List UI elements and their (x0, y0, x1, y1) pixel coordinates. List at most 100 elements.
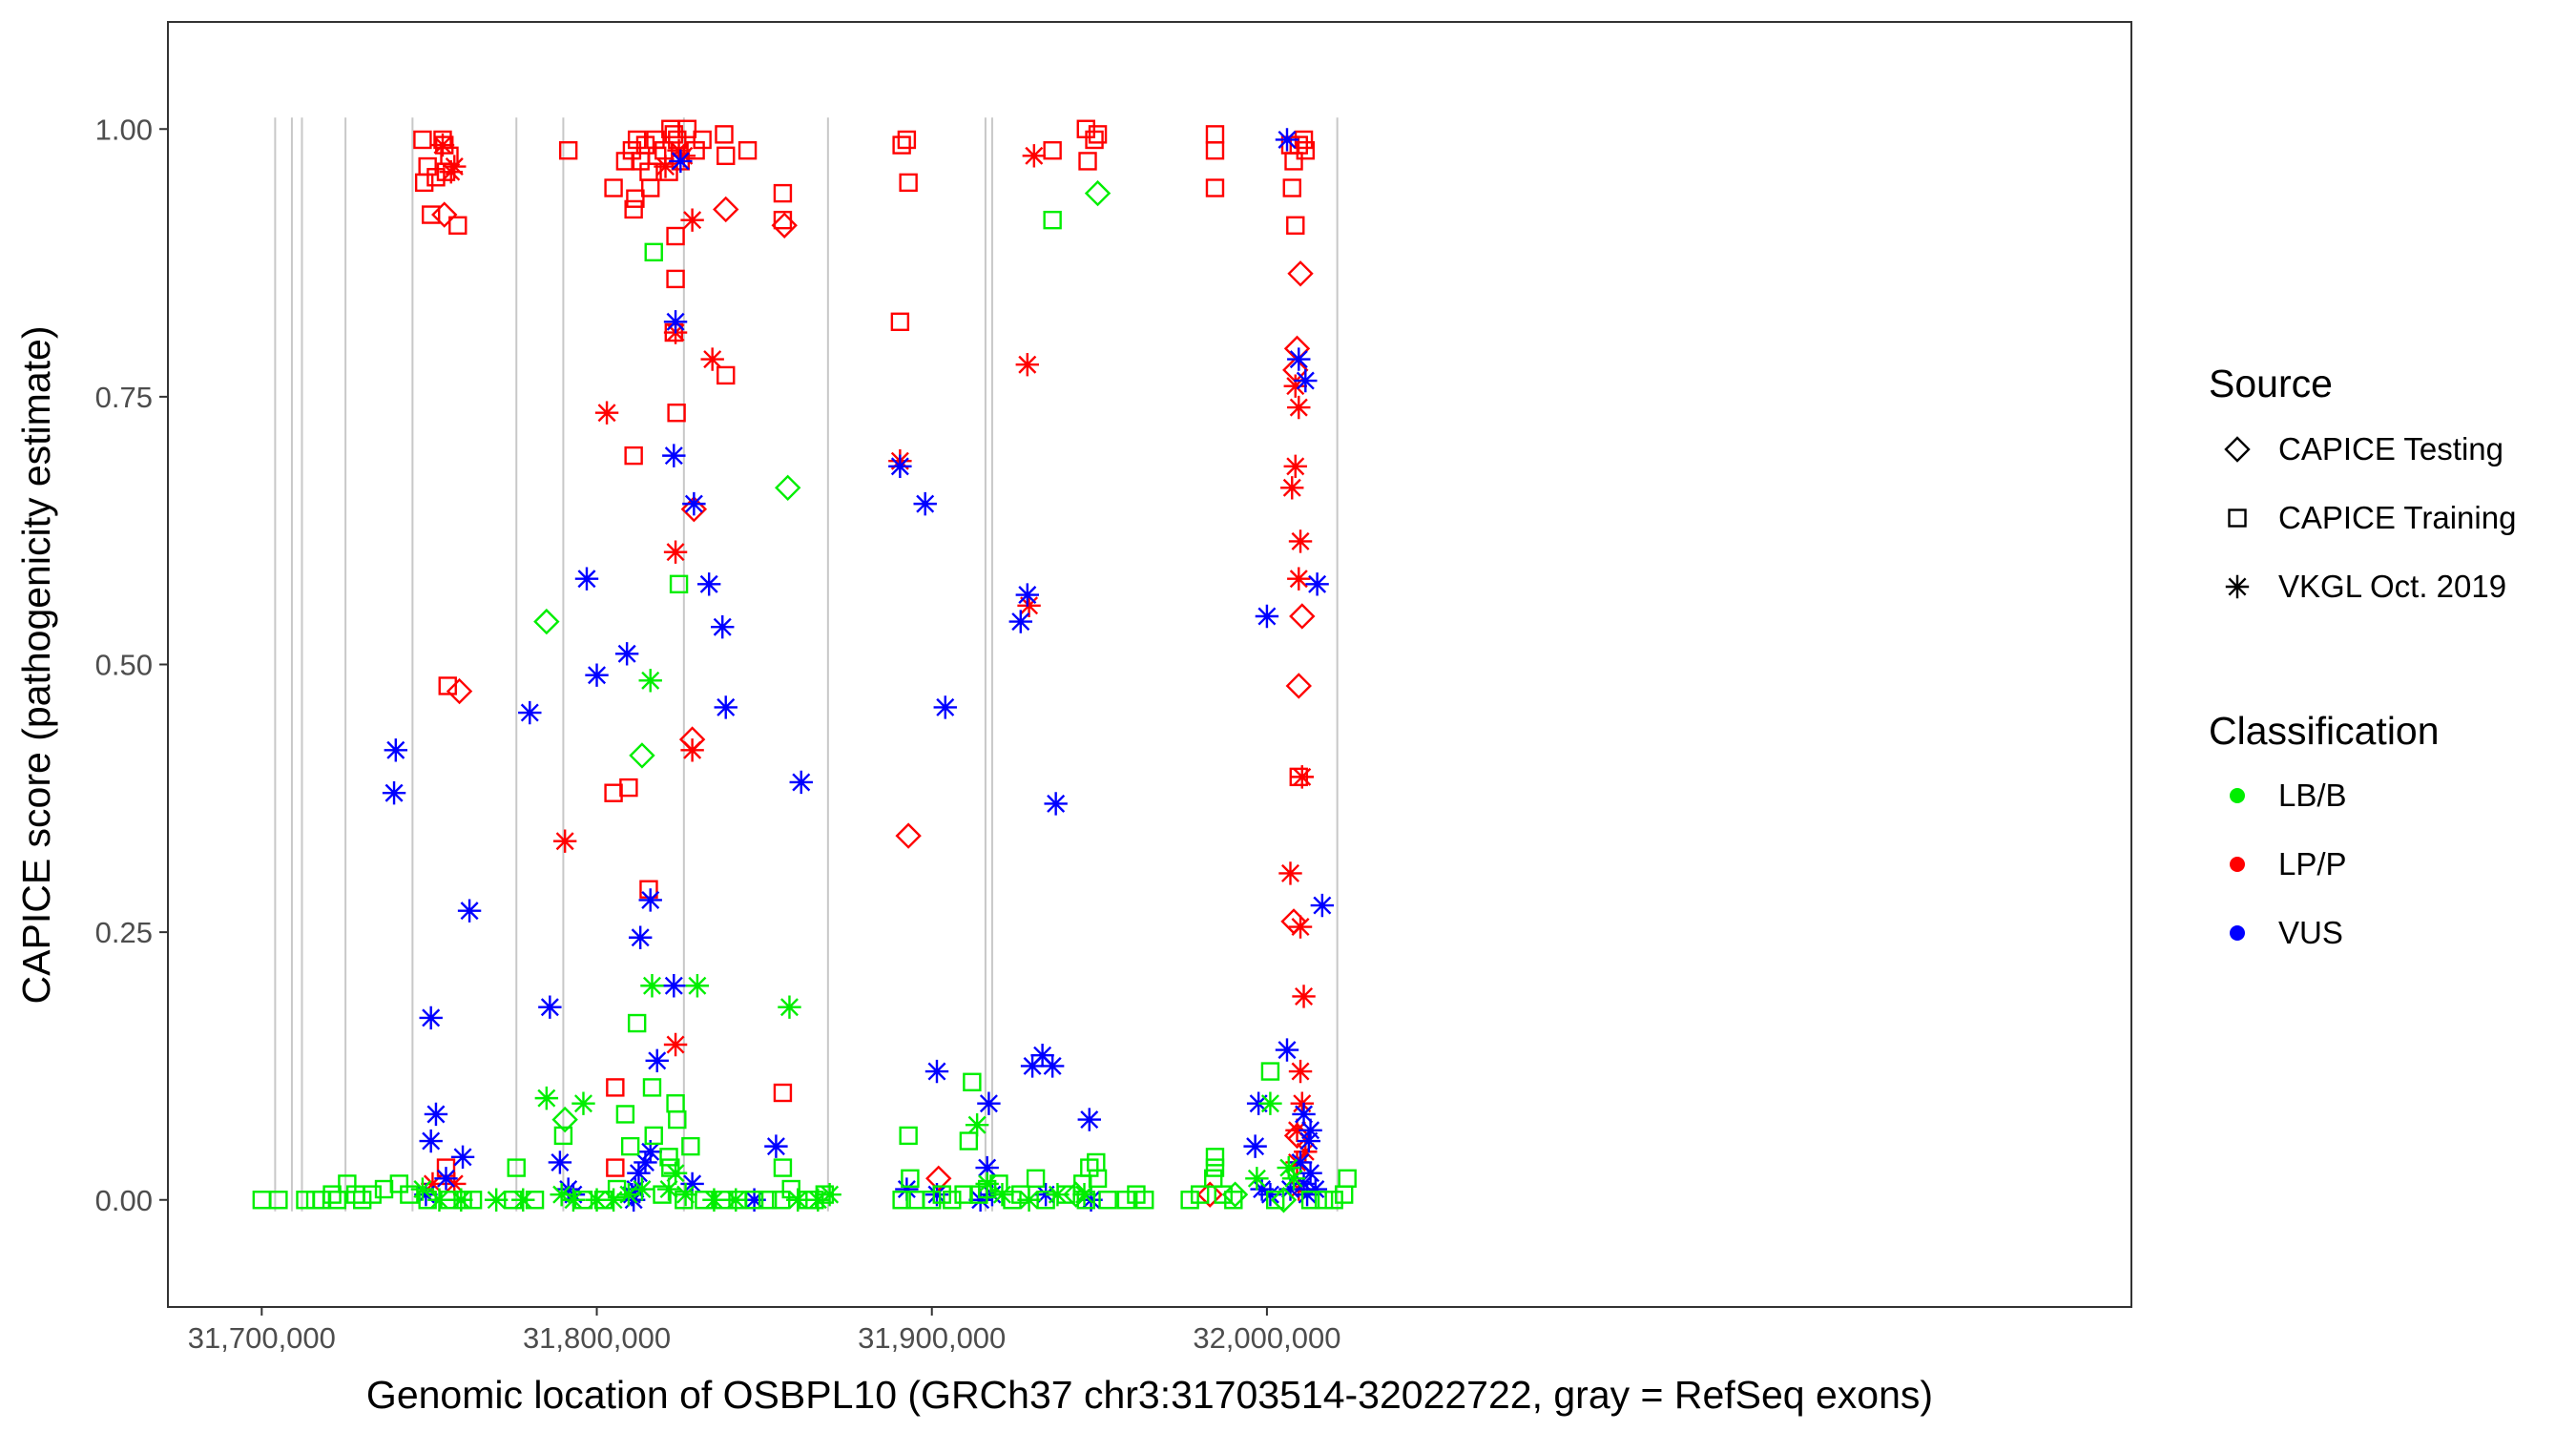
data-point (638, 669, 662, 693)
legend-class-label: LB/B (2278, 778, 2347, 813)
data-point (1283, 1122, 1311, 1150)
data-point (888, 454, 912, 479)
data-point (1258, 1091, 1282, 1115)
data-point (558, 140, 578, 160)
data-point (932, 1185, 951, 1204)
data-point (419, 1129, 443, 1153)
data-point (644, 242, 663, 262)
data-point (724, 1188, 748, 1212)
data-point (1310, 893, 1335, 918)
legend-key-asterisk (2225, 574, 2250, 599)
data-point (1287, 395, 1311, 420)
data-point (1260, 1062, 1280, 1081)
data-point (352, 1191, 372, 1210)
data-point (624, 446, 643, 466)
data-point (1250, 1177, 1274, 1201)
data-point (786, 1188, 810, 1212)
data-point (913, 491, 937, 516)
data-point (1017, 1188, 1041, 1212)
data-point (1292, 1102, 1316, 1127)
data-point (899, 173, 918, 193)
data-point (627, 1161, 651, 1185)
data-point (1190, 1185, 1210, 1204)
exon-lines (274, 117, 1339, 1212)
data-point (382, 781, 406, 805)
legend-source-label: CAPICE Testing (2278, 431, 2503, 467)
data-point (901, 1169, 920, 1189)
data-point (1214, 1185, 1233, 1204)
data-point (1305, 572, 1329, 596)
data-point (440, 146, 459, 166)
data-point (662, 444, 686, 467)
data-point (890, 312, 910, 331)
data-point (714, 695, 737, 719)
data-point (975, 1155, 999, 1180)
data-point (677, 119, 697, 138)
data-point (965, 1112, 989, 1137)
data-point (443, 155, 467, 178)
data-point (457, 899, 482, 923)
data-point (518, 700, 542, 725)
data-point (924, 1059, 949, 1084)
data-point (702, 1188, 726, 1212)
data-point (1221, 1181, 1249, 1208)
data-point (975, 1172, 999, 1196)
data-point (1278, 1177, 1302, 1201)
data-point (604, 178, 623, 197)
data-point (1205, 178, 1225, 197)
data-point (1044, 792, 1068, 816)
data-point (389, 1174, 409, 1193)
data-point (635, 135, 655, 155)
data-point (680, 208, 704, 232)
data-point (963, 1072, 982, 1091)
data-point (1286, 216, 1305, 235)
data-point (450, 1145, 475, 1170)
data-point (638, 1140, 662, 1164)
data-point (1087, 1152, 1106, 1172)
data-point (1285, 673, 1312, 699)
data-point (1294, 1140, 1318, 1164)
x-tick-label: 31,800,000 (523, 1321, 671, 1355)
data-point (717, 146, 736, 166)
data-point (430, 133, 455, 157)
data-point (1280, 476, 1304, 500)
legend-source-label: CAPICE Training (2278, 500, 2516, 535)
data-point (634, 1151, 657, 1174)
legend-source-label: VKGL Oct. 2019 (2278, 569, 2506, 604)
data-point (1287, 260, 1314, 287)
data-point (443, 1172, 467, 1196)
data-point (1295, 1182, 1319, 1207)
data-point (1289, 603, 1316, 630)
data-point (431, 201, 458, 228)
data-point (1277, 1155, 1300, 1180)
data-point (449, 1188, 473, 1212)
data-point (1283, 454, 1307, 479)
data-point (1085, 130, 1104, 150)
data-point (606, 1158, 625, 1177)
data-point (773, 1083, 793, 1103)
data-point (1290, 765, 1314, 789)
data-point (1285, 1118, 1309, 1142)
data-point (327, 1191, 347, 1210)
y-axis-title: CAPICE score (pathogenicity estimate) (14, 326, 58, 1005)
data-point (419, 1006, 443, 1030)
x-axis-title: Genomic location of OSBPL10 (GRCh37 chr3… (366, 1373, 1933, 1417)
data-point (551, 1106, 578, 1133)
data-point (666, 226, 685, 246)
data-point (1292, 985, 1316, 1008)
data-point (507, 1158, 526, 1177)
data-point (410, 1177, 435, 1201)
data-point (414, 173, 434, 193)
data-point (624, 199, 643, 219)
data-point (1281, 1167, 1306, 1191)
data-point (620, 1136, 640, 1156)
data-point (645, 1048, 669, 1073)
data-point (638, 888, 662, 912)
data-point (680, 738, 704, 762)
data-point (626, 189, 645, 208)
legend-source-title: Source (2209, 362, 2333, 405)
data-point (663, 310, 688, 334)
data-point (672, 144, 696, 168)
data-point (1116, 1191, 1136, 1210)
data-point (667, 404, 686, 423)
